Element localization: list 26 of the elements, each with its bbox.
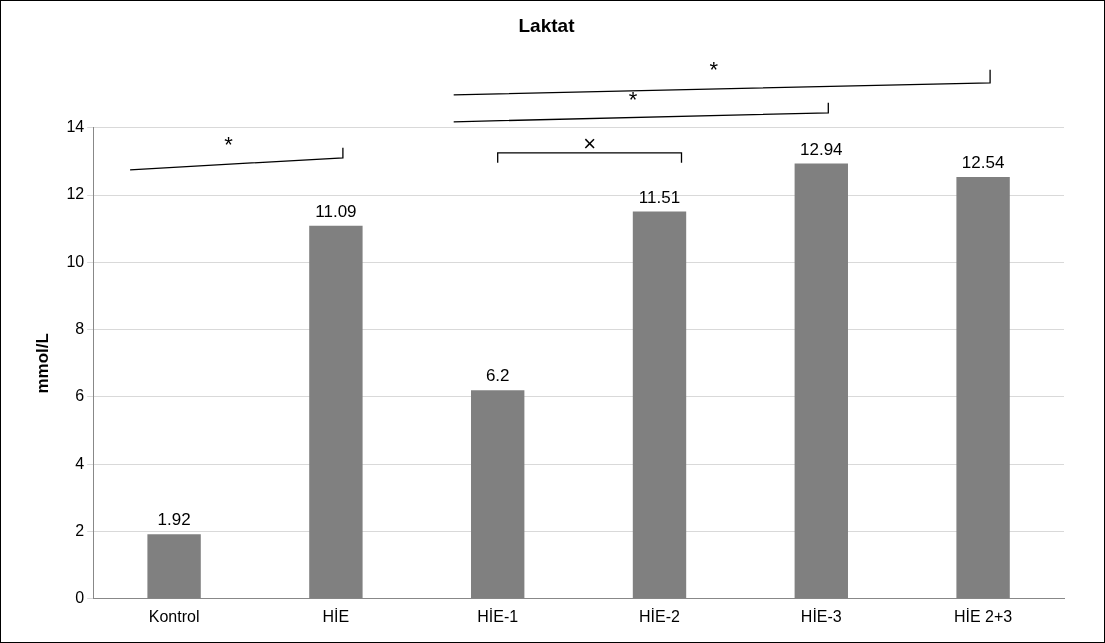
text: *: [628, 86, 638, 112]
chart-title: Laktat: [518, 14, 576, 36]
y-tick-label: 6: [75, 387, 85, 405]
y-tick-label: 14: [66, 118, 85, 136]
data-label: 11.51: [638, 187, 681, 207]
y-axis-title: mmol/L: [32, 333, 52, 394]
y-tick-label: 12: [66, 185, 85, 203]
text: *: [709, 56, 719, 82]
data-label: 1.92: [157, 510, 191, 530]
data-label: 12.94: [800, 139, 843, 159]
y-tick-label: 10: [66, 252, 85, 270]
annotation: *: [224, 131, 234, 157]
y-tick-label: 2: [75, 521, 85, 539]
y-tick-label: 4: [75, 454, 85, 472]
x-tick-label: HİE 2+3: [953, 606, 1013, 625]
y-tick-label: 8: [75, 320, 85, 338]
x-tick-label: HİE-1: [477, 606, 519, 625]
y-tick-label: 0: [75, 589, 85, 607]
data-label: 12.54: [961, 153, 1005, 173]
data-label: 6.2: [485, 366, 510, 386]
x-tick-label: HİE-3: [800, 606, 842, 625]
x-tick-label: Kontrol: [148, 607, 200, 625]
x-tick-label: HİE-2: [639, 606, 681, 625]
annotation: ×: [583, 130, 597, 156]
x-tick-label: HİE: [322, 606, 350, 625]
data-label: 11.09: [315, 201, 357, 221]
